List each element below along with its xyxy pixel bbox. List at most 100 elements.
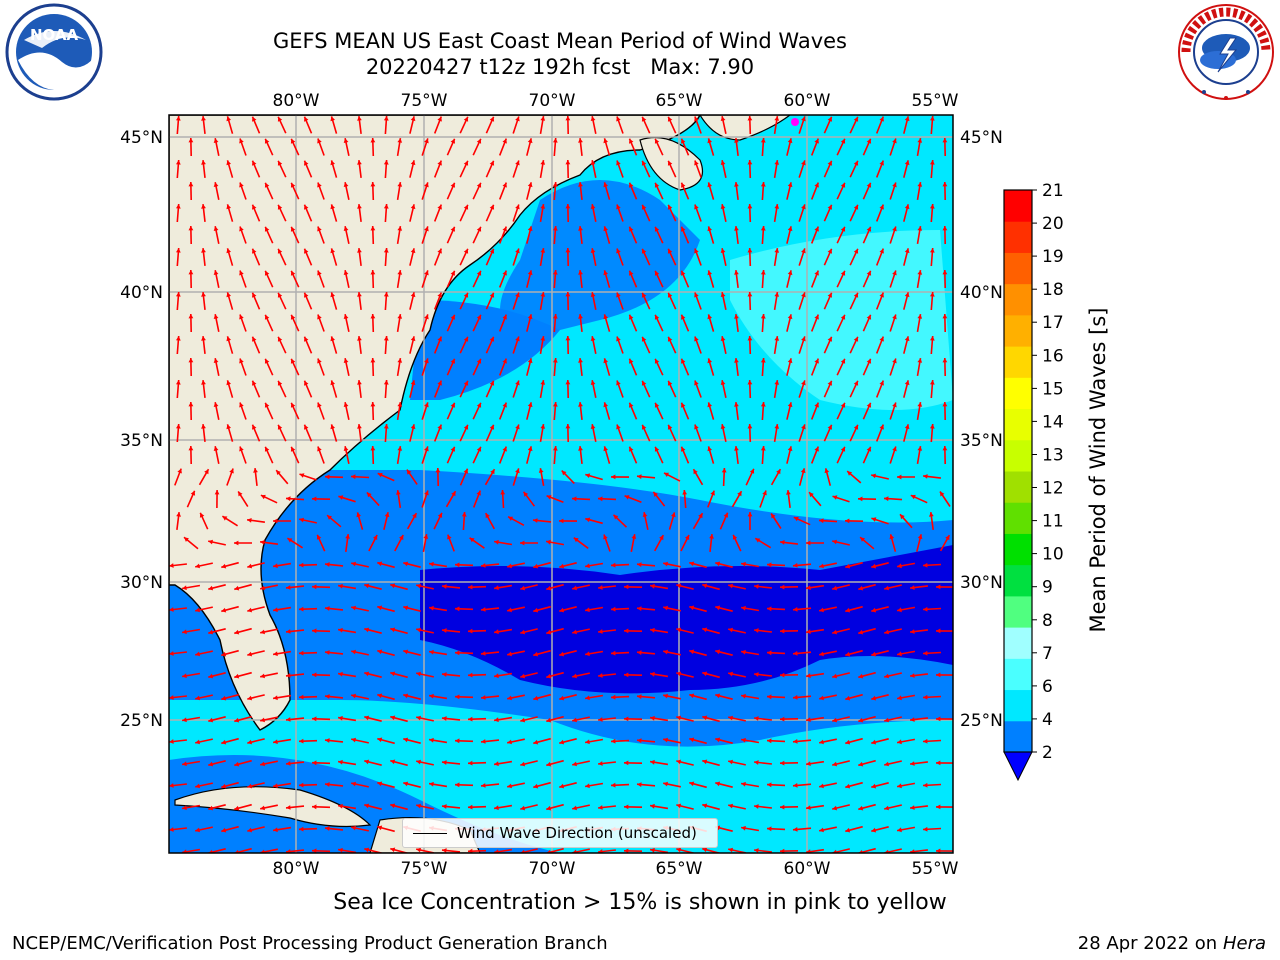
wave-arrow-head [273,827,278,833]
wave-arrow-head [540,248,546,253]
wave-arrow-head [676,803,682,809]
wave-arrow-head [455,650,460,656]
wave-arrow-head [252,248,257,254]
wave-arrow-head [325,826,330,831]
wave-arrow-head [827,292,832,298]
wave-arrow-head [540,204,546,209]
wave-arrow-head [676,671,682,677]
wave-arrow-head [741,737,746,743]
wave-arrow-head [641,424,647,430]
colorbar-segment [1004,627,1032,659]
wave-arrow-head [942,138,948,143]
wave-arrow-head [847,471,853,476]
colorbar-segment [1004,502,1032,534]
colorbar-segment [1004,377,1032,410]
wave-arrow-head [423,534,429,539]
wave-arrow-head [489,116,495,122]
wave-arrow-head [468,584,473,590]
colorbar-tick-label: 6 [1042,677,1053,697]
wave-arrow-head [455,562,460,568]
wave-arrow-head [681,182,686,188]
wave-arrow-head [767,562,772,568]
wave-arrow-head [330,248,335,254]
wave-arrow-head [515,204,520,210]
wave-arrow-head [780,584,785,590]
wave-arrow-head [451,491,456,497]
wave-arrow-head [208,761,214,767]
wave-arrow-head [169,783,174,788]
wave-arrow-head [390,847,396,853]
wave-arrow-head [667,116,673,122]
wave-arrow-head [806,673,811,678]
wave-arrow-head [188,314,194,319]
wave-arrow-head [611,738,616,744]
wave-arrow-head [755,538,761,543]
wave-arrow-head [650,671,655,677]
wave-arrow-head [442,672,447,677]
wave-arrow-head [396,490,401,495]
wave-arrow-head [463,292,469,298]
wave-arrow-head [416,671,421,677]
wave-arrow-head [879,204,884,210]
wave-arrow-head [840,402,846,408]
wave-arrow-head [377,649,383,655]
wave-arrow-head [720,336,726,341]
wave-arrow-head [897,474,902,480]
wave-arrow-head [540,292,546,297]
wave-arrow-head [520,629,526,635]
wave-arrow-head [546,849,551,853]
wave-arrow-head [801,380,806,386]
footer-host: Hera [1222,933,1266,954]
wave-arrow-head [720,292,726,297]
wave-arrow-head [650,715,655,721]
wave-arrow-head [824,468,830,474]
wave-arrow-head [650,759,655,765]
wave-arrow-head [500,490,506,495]
wave-arrow-head [234,673,240,679]
wave-arrow-head [463,468,468,474]
wave-arrow-head [814,270,819,276]
wave-arrow-head [277,248,283,254]
wave-arrow-head [260,761,265,767]
wave-arrow-head [897,563,902,569]
wave-arrow-head [377,693,383,699]
wave-arrow-head [370,402,376,407]
wave-arrow-head [553,446,558,451]
wave-arrow-head [754,672,759,677]
wave-arrow-head [923,650,928,656]
wave-arrow-head [553,270,558,275]
lat-tick-right: 35°N [960,431,1003,451]
wave-arrow-head [442,760,447,765]
wave-arrow-head [611,474,616,480]
wave-arrow-head [221,739,227,745]
wave-arrow-head [286,629,291,634]
wave-arrow-head [904,160,910,166]
wave-arrow-head [892,138,897,144]
wave-arrow-head [741,825,746,831]
wave-arrow-head [213,182,219,187]
wave-arrow-head [338,671,343,677]
wave-arrow-head [904,336,910,342]
wave-arrow-head [930,380,935,385]
wave-arrow-head [774,116,780,121]
map-frame [168,114,954,854]
wave-arrow-head [435,468,441,473]
wave-arrow-head [616,424,621,430]
wave-arrow-head [720,116,726,121]
wave-arrow-head [208,673,214,679]
wave-arrow-head [845,518,850,524]
wave-arrow-head [707,226,712,232]
wave-arrow-head [650,847,655,853]
wave-arrow-head [832,495,838,500]
wave-arrow-head [312,760,317,766]
wave-arrow-head [286,585,291,590]
wave-arrow-head [871,651,877,657]
wave-arrow-head [238,491,243,497]
wave-arrow-head [476,446,482,452]
wave-arrow-head [330,380,335,386]
wave-arrow-head [195,607,200,613]
wave-arrow-head [515,336,520,342]
wave-arrow-head [234,849,239,853]
wave-arrow-head [502,358,507,364]
wave-arrow-head [370,314,376,319]
